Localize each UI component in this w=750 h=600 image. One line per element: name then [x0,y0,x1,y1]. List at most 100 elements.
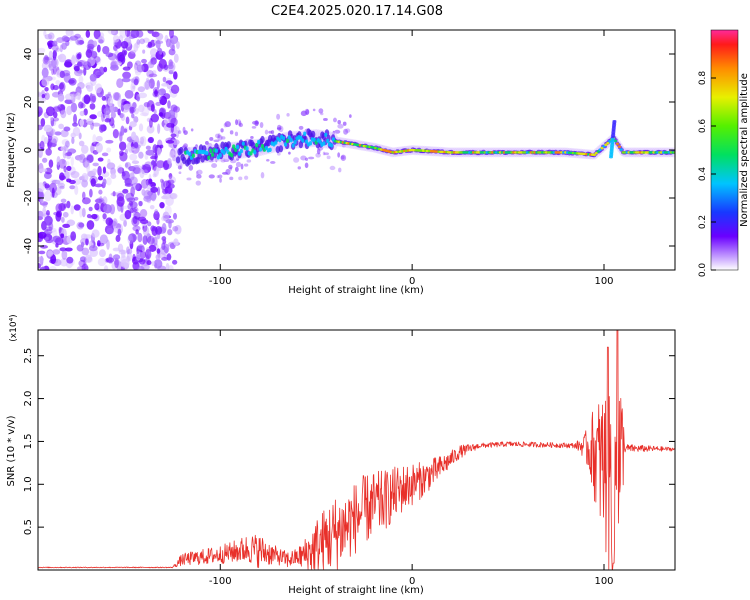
spectrogram-noise-blob [101,152,109,157]
spectrogram-noise-blob [148,78,155,89]
spectrogram-core [253,150,257,155]
spectrogram-noise-blob [167,265,174,270]
spectrogram-x-ticks: -100 0 100 [209,30,614,287]
spectrogram-noise-blob [124,162,129,168]
spectrogram-noise-blob [59,185,65,190]
spectrogram-scatter-blob [298,125,304,130]
spectrogram-core [218,153,222,158]
spectrogram-noise-blob [130,186,135,197]
spectrogram-noise-blob [59,247,66,252]
spectrogram-noise-blob [145,77,150,84]
spectrogram-noise-blob [131,131,137,141]
spectrogram-noise-blob [119,30,128,39]
spectrogram-scatter-blob [334,129,341,134]
spectrogram-noise-blob [77,82,85,90]
spectrogram-noise-blob [168,172,173,180]
spectrogram-scatter-blob [322,151,326,156]
spectrogram-noise-blob [74,33,81,39]
spectrogram-scatter-blob [243,163,249,167]
spectrogram-noise-blob [169,39,175,50]
spectrogram-noise-blob [86,43,95,50]
spectrogram-noise-blob [54,131,62,136]
spectrogram-noise-blob [127,61,133,69]
spectrogram-noise-blob [117,167,125,174]
spectrogram-noise-blob [60,109,67,119]
spectrogram-noise-blob [94,83,103,94]
spectrogram-noise-blob [154,151,158,163]
spectrogram-noise-blob [156,147,162,157]
spectrogram-scatter-blob [196,174,202,179]
spectrogram-noise-blob [174,224,182,235]
spectrogram-noise-blob [156,248,161,254]
spectrogram-noise-blob [63,165,67,173]
spectrogram-noise-blob [155,254,161,260]
spectrogram-noise-blob [62,159,66,165]
spectrogram-scatter-blob [178,171,182,175]
spectrogram-core [278,137,282,143]
spectrogram-noise-blob [129,146,136,151]
spectrogram-scatter-blob [329,165,336,171]
spectrogram-scatter-blob [340,154,347,161]
spectrogram-noise-blob [66,200,71,209]
spectrogram-noise-blob [85,237,89,246]
spectrogram-noise-blob [73,65,80,72]
spectrogram-noise-blob [89,114,97,120]
spectrogram-noise-blob [153,109,157,115]
spectrogram-scatter-blob [217,133,221,139]
spectrogram-noise-blob [145,145,151,150]
spectrogram-scatter-blob [323,152,330,156]
spectrogram-core [326,138,330,144]
spectrogram-noise-blob [106,239,110,250]
spectrogram-noise-blob [57,55,63,60]
spectrogram-scatter-blob [297,166,302,170]
spectrogram-noise-blob [38,124,43,131]
spectrogram-noise-blob [172,225,179,232]
spectrogram-core [260,143,265,149]
spectrogram-y-tick-label: 20 [23,96,34,109]
snr-y-tick-label: 2.0 [23,391,34,407]
spectrogram-noise-blob [62,223,71,229]
spectrogram-noise-blob [133,78,139,86]
spectrogram-noise-blob [54,187,62,196]
spectrogram-noise-blob [151,261,155,267]
spectrogram-noise-blob [102,166,107,174]
spectrogram-noise-blob [45,226,53,231]
spectrogram-scatter-blob [250,135,254,139]
spectrogram-noise-blob [91,213,98,220]
spectrogram-scatter-blob [264,129,269,135]
spectrogram-noise-blob [112,128,119,139]
spectrogram-noise-blob [140,178,149,189]
spectrogram-noise-blob [136,250,142,260]
spectrogram-core [283,142,288,147]
spectrogram-noise-blob [139,219,149,225]
spectrogram-core [235,144,240,150]
spectrogram-noise-blob [132,85,136,90]
spectrogram-noise-blob [99,234,108,245]
spectrogram-noise-blob [95,135,103,142]
spectrogram-noise-blob [39,267,46,270]
spectrogram-scatter-blob [215,133,220,139]
spectrogram-noise-blob [39,140,45,150]
spectrogram-noise-blob [40,197,45,203]
spectrogram-noise-blob [118,141,127,151]
colorbar: 0.0 0.2 0.4 0.6 0.8 Normalized spectral ampl… [698,29,750,277]
spectrogram-noise-blob [83,94,91,105]
spectrogram-noise-blob [81,60,88,66]
spectrogram-scatter-blob [186,177,192,181]
spectrogram-noise-blob [44,92,50,101]
spectrogram-noise-blob [161,257,169,261]
spectrogram-noise-blob [120,125,125,136]
spectrogram-noise-blob [82,191,86,200]
spectrogram-noise-blob [148,73,158,78]
spectrogram-scatter-blob [188,164,194,171]
spectrogram-noise-blob [88,206,93,212]
spectrogram-noise-blob [133,142,139,149]
spectrogram-noise-blob [63,126,71,132]
spectrogram-core [329,143,334,148]
spectrogram-noise-blob [132,102,137,109]
spectrogram-core [592,153,597,157]
spectrogram-noise-blob [42,206,47,217]
spectrogram-noise-blob [112,254,121,261]
spectrogram-noise-blob [152,173,157,178]
spectrogram-noise-blob [58,123,64,130]
